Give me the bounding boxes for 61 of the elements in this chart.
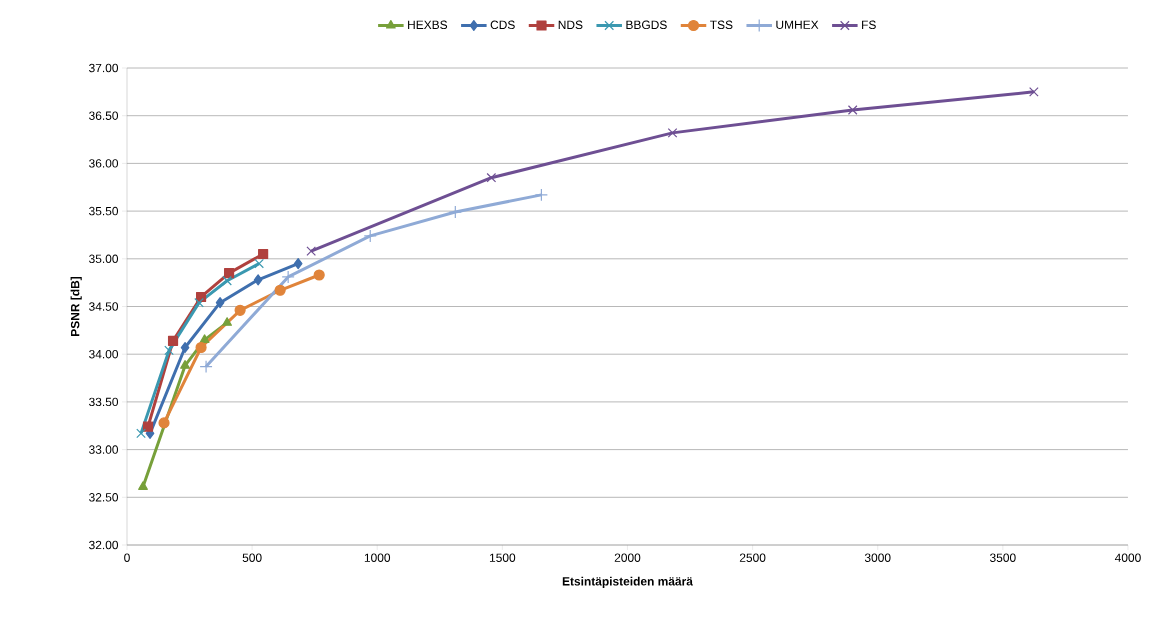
y-tick-label: 37.00 <box>89 63 119 73</box>
point <box>222 275 232 286</box>
x-tick-label: 1500 <box>489 553 516 562</box>
point <box>158 417 170 429</box>
y-axis-title: PSNR [dB] <box>70 276 82 336</box>
legend-label: FS <box>862 20 876 30</box>
point <box>293 257 303 270</box>
legend-label: CDS <box>490 20 515 30</box>
y-tick-label: 32.00 <box>89 540 119 550</box>
x-tick-label: 2500 <box>739 553 766 562</box>
y-tick-label: 35.50 <box>89 206 119 216</box>
y-tick-label: 34.00 <box>89 349 119 359</box>
point <box>486 172 497 183</box>
x-axis-title: Etsintäpisteiden määrä <box>562 576 693 588</box>
point <box>142 421 154 432</box>
point <box>281 270 295 284</box>
point <box>222 317 233 326</box>
point <box>258 248 269 260</box>
x-tick-label: 1000 <box>364 553 391 562</box>
point <box>254 258 264 269</box>
point <box>164 345 174 356</box>
point <box>199 360 213 374</box>
point <box>448 205 462 219</box>
point <box>199 334 210 343</box>
point <box>234 304 246 316</box>
y-tick-label: 36.50 <box>89 111 119 120</box>
point <box>534 188 548 202</box>
point <box>667 128 678 138</box>
point <box>847 105 858 115</box>
point <box>215 297 225 309</box>
x-tick-label: 2000 <box>614 553 641 562</box>
y-tick-label: 32.50 <box>89 493 119 502</box>
point <box>253 274 263 286</box>
y-tick-label: 34.50 <box>89 302 119 311</box>
x-tick-label: 0 <box>124 553 130 562</box>
y-tick-label: 35.00 <box>89 254 119 264</box>
y-tick-label: 33.00 <box>89 445 119 454</box>
point <box>274 284 286 296</box>
point <box>138 481 148 490</box>
y-tick-label: 36.00 <box>89 159 119 168</box>
x-tick-label: 4000 <box>1114 553 1141 562</box>
point <box>363 229 377 243</box>
point <box>313 269 325 281</box>
legend-label: BBGDS <box>626 20 667 30</box>
point <box>194 297 204 308</box>
point <box>136 428 146 439</box>
x-tick-label: 3500 <box>990 553 1016 562</box>
point <box>167 335 179 346</box>
x-tick-label: 500 <box>242 553 262 562</box>
legend-label: UMHEX <box>776 20 819 29</box>
legend-label: NDS <box>558 20 583 30</box>
point <box>180 341 190 354</box>
legend-label: TSS <box>710 20 733 30</box>
point <box>306 246 317 256</box>
point <box>224 268 235 279</box>
x-tick-label: 3000 <box>864 553 891 562</box>
y-tick-label: 33.50 <box>89 397 119 407</box>
point <box>195 341 207 354</box>
legend-label: HEXBS <box>408 20 448 30</box>
point <box>1029 87 1039 97</box>
point <box>180 360 190 369</box>
